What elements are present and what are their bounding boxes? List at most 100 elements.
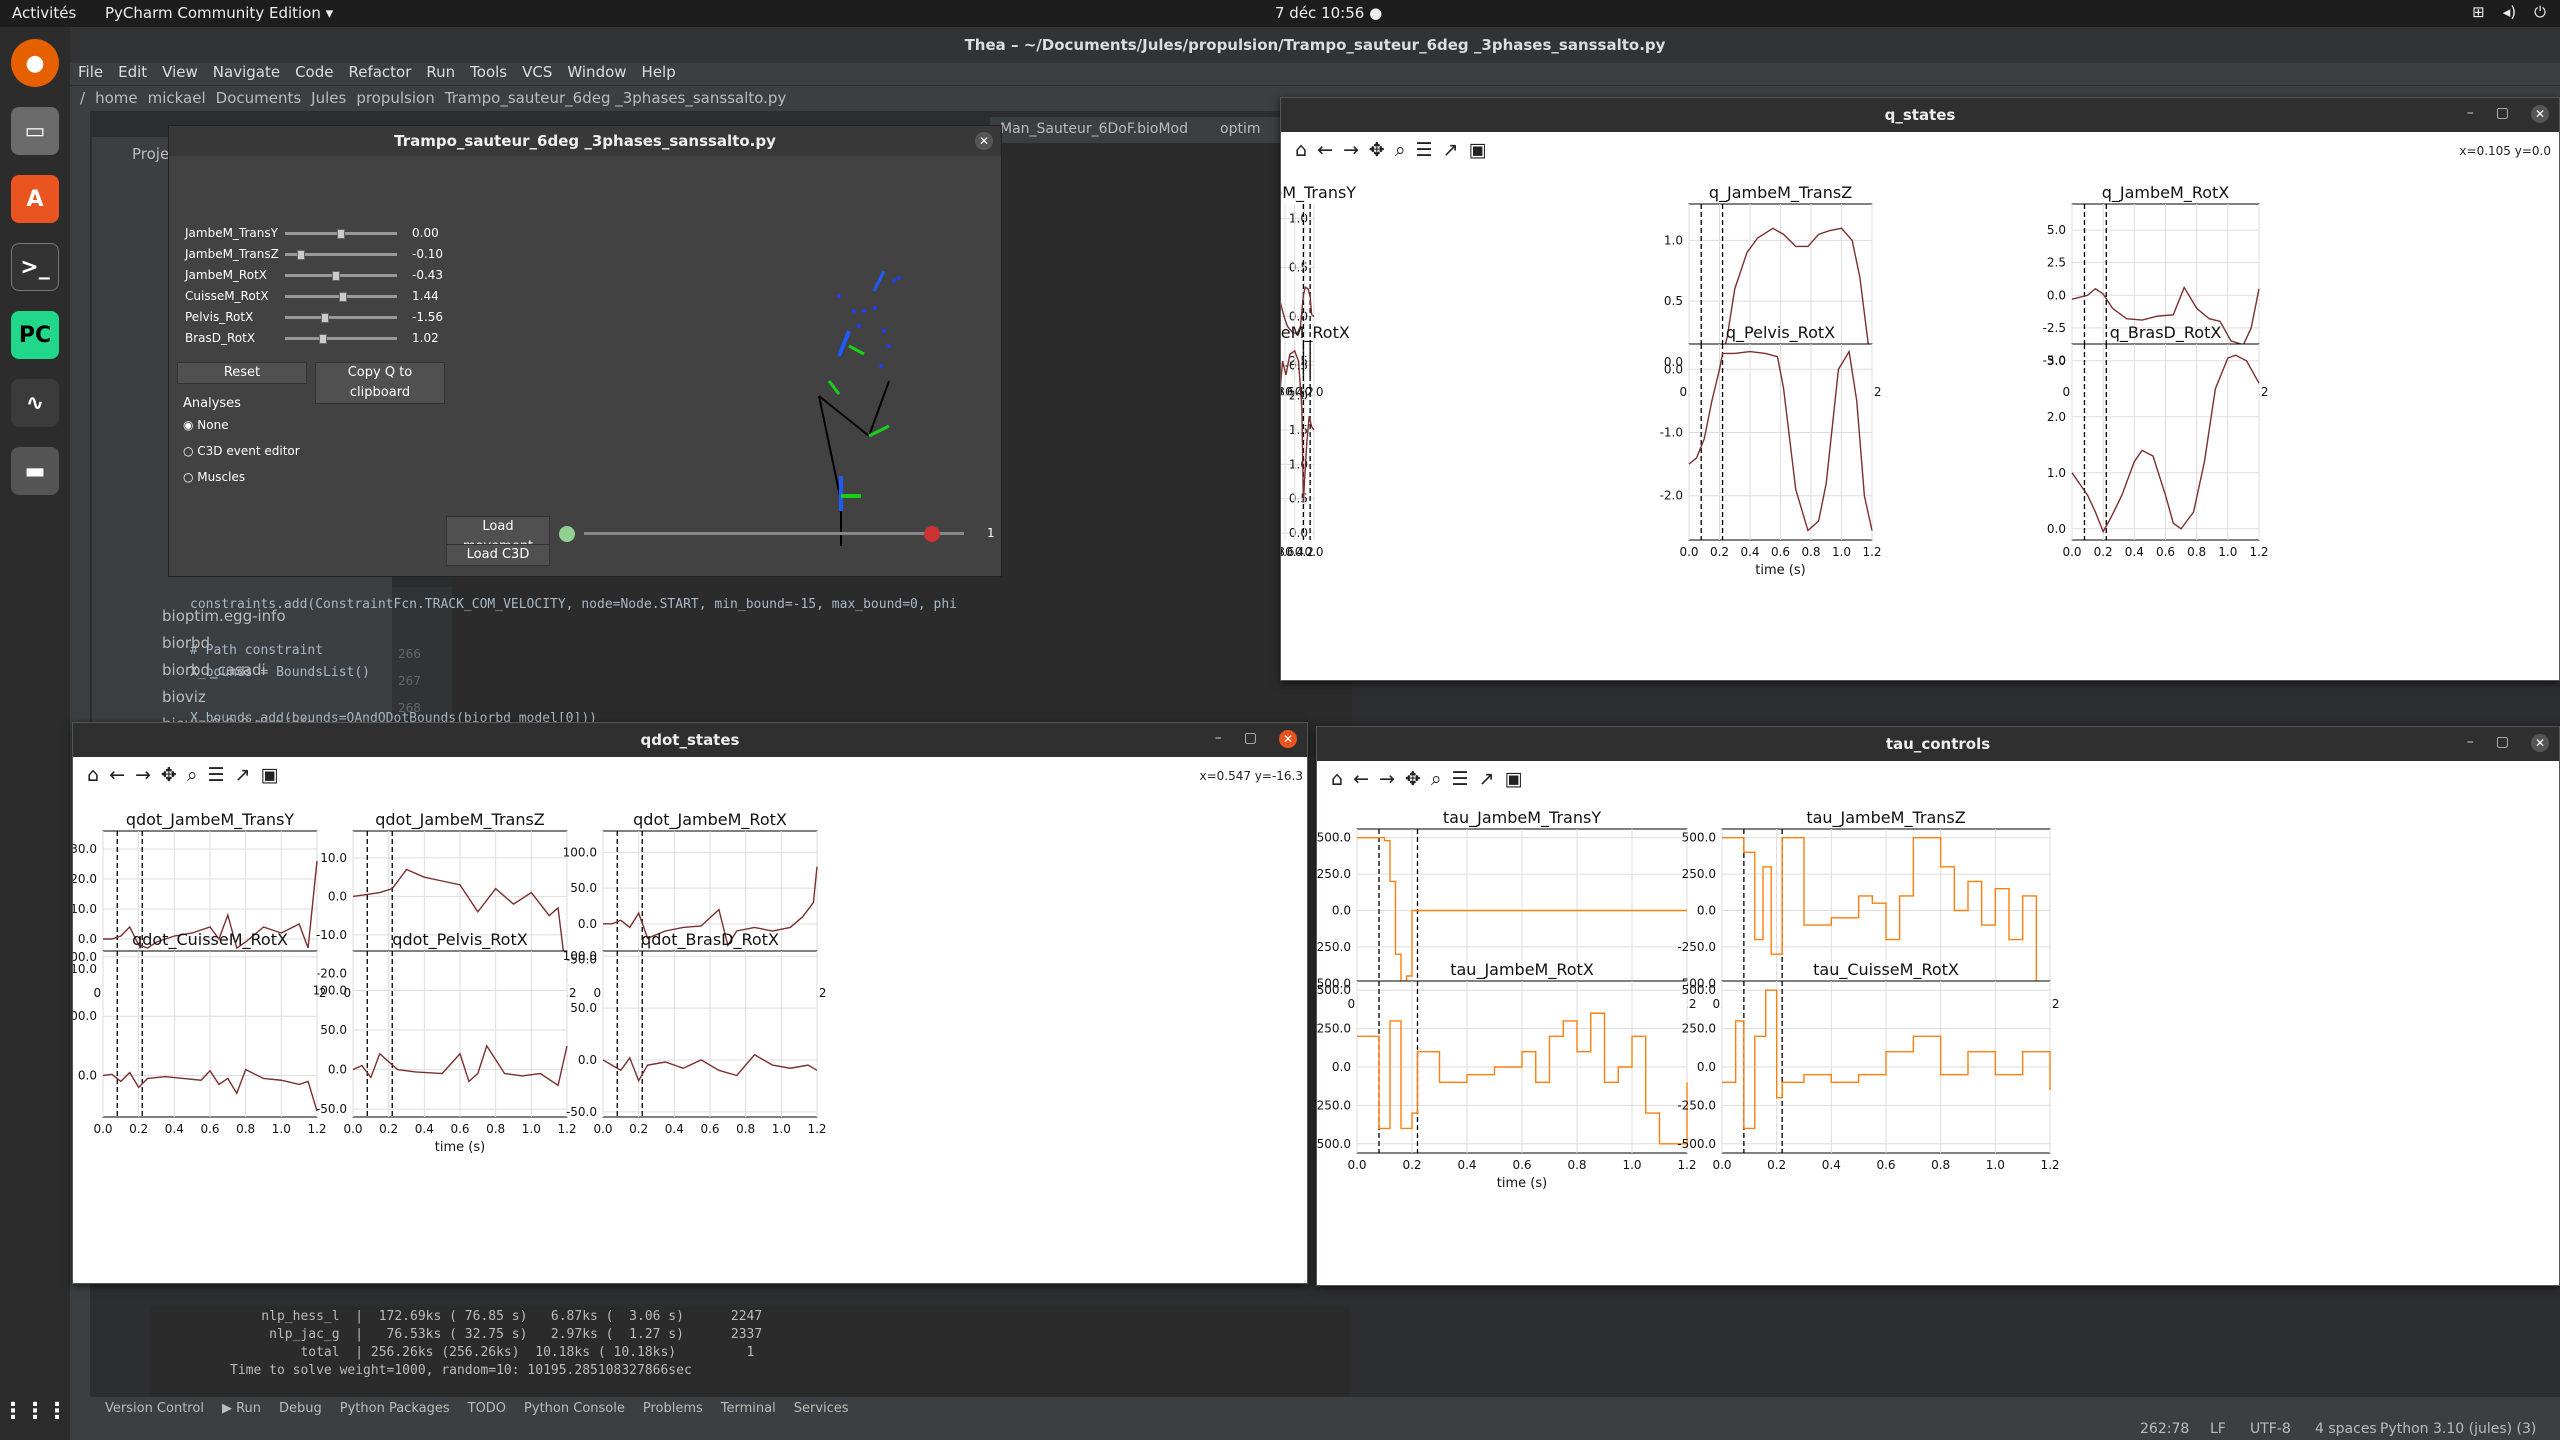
close-button[interactable]: ✕ bbox=[2531, 734, 2549, 752]
tool-tab[interactable]: Version Control bbox=[105, 1401, 204, 1416]
line-separator[interactable]: LF bbox=[2210, 1421, 2226, 1437]
save-icon[interactable]: ▣ bbox=[260, 764, 279, 786]
slider-knob[interactable] bbox=[321, 313, 330, 323]
tree-item[interactable]: bioviz bbox=[162, 688, 206, 706]
dof-slider[interactable] bbox=[285, 334, 397, 344]
system-monitor-icon[interactable]: ∿ bbox=[11, 379, 59, 427]
home-icon[interactable]: ⌂ bbox=[1331, 768, 1344, 790]
indent[interactable]: 4 spaces bbox=[2315, 1421, 2377, 1437]
breadcrumb-item[interactable]: mickael bbox=[147, 89, 206, 107]
save-icon[interactable]: ▣ bbox=[1504, 768, 1523, 790]
software-icon[interactable]: A bbox=[11, 175, 59, 223]
tool-tab[interactable]: Python Console bbox=[524, 1401, 625, 1416]
menu-view[interactable]: View bbox=[162, 63, 198, 81]
zoom-icon[interactable]: ⌕ bbox=[186, 764, 198, 786]
radio-none[interactable]: ◉ None bbox=[183, 418, 229, 432]
tab-biomod[interactable]: Man_Sauteur_6DoF.bioMod bbox=[1000, 121, 1188, 137]
subplot[interactable]: q_BrasD_RotX 3.0 2.0 1.0 0.0 0.0 0.2 0.4 0.6 0.8 1… bbox=[2047, 323, 2269, 559]
slider-knob[interactable] bbox=[297, 250, 306, 260]
radio-c3d[interactable]: ○ C3D event editor bbox=[183, 444, 300, 458]
breadcrumb-item[interactable]: Jules bbox=[311, 89, 347, 107]
maximize-button[interactable]: ▢ bbox=[2495, 105, 2509, 121]
system-tray[interactable]: ⊞ ◂) ⏻ bbox=[2472, 3, 2546, 21]
subplot[interactable]: tau_CuisseM_RotX 500.0 250.0 0.0 -250.0 -500.… bbox=[1677, 960, 2059, 1172]
save-icon[interactable]: ▣ bbox=[1468, 139, 1487, 161]
pycharm-icon[interactable]: PC bbox=[11, 311, 59, 359]
breadcrumb-item[interactable]: home bbox=[95, 89, 138, 107]
dof-slider[interactable] bbox=[285, 313, 397, 323]
frame-slider[interactable] bbox=[584, 532, 964, 535]
clock[interactable]: 7 déc 10:56 ● bbox=[1275, 4, 1383, 22]
subplot[interactable]: qdot_CuisseM_RotX 200.0 100.0 0.0 0.0 0.2 0.4 0… bbox=[73, 930, 327, 1136]
menu-edit[interactable]: Edit bbox=[118, 63, 148, 81]
reset-button[interactable]: Reset bbox=[177, 362, 307, 384]
configure-icon[interactable]: ☰ bbox=[1415, 139, 1433, 161]
files-icon[interactable]: ▭ bbox=[11, 107, 59, 155]
tau-controls-plots[interactable]: tau_JambeM_TransY 500.0 250.0 0.0 -250.0 -500… bbox=[1317, 797, 2559, 1285]
subplot[interactable]: q_CuisseM_RotX2.52.01.51.00.50.00.00.20.… bbox=[1281, 323, 1350, 559]
dof-slider[interactable] bbox=[285, 271, 397, 281]
menu-window[interactable]: Window bbox=[567, 63, 627, 81]
dof-slider[interactable] bbox=[285, 292, 397, 302]
zoom-icon[interactable]: ⌕ bbox=[1430, 768, 1442, 790]
breadcrumb-item[interactable]: propulsion bbox=[356, 89, 435, 107]
record-button[interactable] bbox=[924, 526, 940, 542]
radio-muscles[interactable]: ○ Muscles bbox=[183, 470, 246, 484]
edit-axis-icon[interactable]: ↗ bbox=[1442, 139, 1459, 161]
model-3d-view[interactable] bbox=[649, 166, 979, 546]
encoding[interactable]: UTF-8 bbox=[2250, 1421, 2291, 1437]
back-icon[interactable]: ← bbox=[1317, 139, 1333, 161]
configure-icon[interactable]: ☰ bbox=[1451, 768, 1469, 790]
back-icon[interactable]: ← bbox=[109, 764, 125, 786]
menu-navigate[interactable]: Navigate bbox=[212, 63, 281, 81]
breadcrumb-item[interactable]: Documents bbox=[215, 89, 302, 107]
activities-button[interactable]: Activités bbox=[12, 4, 77, 22]
terminal-icon[interactable]: >_ bbox=[11, 243, 59, 291]
menu-help[interactable]: Help bbox=[641, 63, 676, 81]
dof-slider[interactable] bbox=[285, 229, 397, 239]
zoom-icon[interactable]: ⌕ bbox=[1394, 139, 1406, 161]
minimize-button[interactable]: – bbox=[2466, 734, 2474, 750]
load-c3d-button[interactable]: Load C3D bbox=[446, 544, 550, 566]
copy-q-button[interactable]: Copy Q to clipboard bbox=[315, 362, 445, 404]
qdot-states-plots[interactable]: qdot_JambeM_TransY 30.0 20.0 10.0 0.0 -10.0 0.… bbox=[73, 793, 1307, 1283]
slider-knob[interactable] bbox=[337, 229, 345, 239]
dof-slider[interactable] bbox=[285, 250, 397, 260]
pan-icon[interactable]: ✥ bbox=[1368, 139, 1385, 161]
breadcrumb-item[interactable]: Trampo_sauteur_6deg _3phases_sanssalto.p… bbox=[444, 89, 787, 107]
play-button[interactable] bbox=[559, 526, 575, 542]
cursor-position[interactable]: 262:78 bbox=[2140, 1421, 2190, 1437]
tool-tab[interactable]: Python Packages bbox=[339, 1401, 450, 1416]
configure-icon[interactable]: ☰ bbox=[207, 764, 225, 786]
home-icon[interactable]: ⌂ bbox=[87, 764, 100, 786]
pan-icon[interactable]: ✥ bbox=[160, 764, 177, 786]
menu-refactor[interactable]: Refactor bbox=[348, 63, 412, 81]
menu-vcs[interactable]: VCS bbox=[522, 63, 553, 81]
close-button[interactable]: ✕ bbox=[1279, 730, 1297, 748]
maximize-button[interactable]: ▢ bbox=[1243, 730, 1257, 746]
app-menu[interactable]: PyCharm Community Edition ▾ bbox=[105, 4, 334, 22]
breadcrumb-item[interactable]: / bbox=[80, 89, 86, 107]
menu-code[interactable]: Code bbox=[295, 63, 334, 81]
tool-tab[interactable]: Debug bbox=[279, 1401, 322, 1416]
tab-optim[interactable]: optim bbox=[1220, 121, 1261, 137]
tool-tab[interactable]: Terminal bbox=[720, 1401, 776, 1416]
tree-item[interactable]: bioptim.egg-info bbox=[162, 607, 286, 625]
minimize-button[interactable]: – bbox=[2466, 105, 2474, 121]
q-states-plots[interactable]: q_JambeM_TransY1.00.50.0-0.50.00.20.40.6… bbox=[1281, 168, 2559, 688]
edit-axis-icon[interactable]: ↗ bbox=[234, 764, 251, 786]
close-button[interactable]: ✕ bbox=[975, 132, 993, 150]
back-icon[interactable]: ← bbox=[1353, 768, 1369, 790]
subplot[interactable]: q_Pelvis_RotX 0.0 -1.0 -2.0 0.0 0.2 0.4 0.6 0.8 1… bbox=[1660, 323, 1882, 578]
forward-icon[interactable]: → bbox=[1342, 139, 1359, 161]
forward-icon[interactable]: → bbox=[134, 764, 151, 786]
forward-icon[interactable]: → bbox=[1378, 768, 1395, 790]
menu-tools[interactable]: Tools bbox=[470, 63, 508, 81]
tree-item[interactable]: biorbd_casadi bbox=[162, 661, 266, 679]
edit-axis-icon[interactable]: ↗ bbox=[1478, 768, 1495, 790]
show-apps-icon[interactable]: ⋮⋮⋮ bbox=[2, 1398, 68, 1424]
maximize-button[interactable]: ▢ bbox=[2495, 734, 2509, 750]
home-icon[interactable]: ⌂ bbox=[1295, 139, 1308, 161]
subplot[interactable]: qdot_BrasD_RotX 100.0 50.0 0.0 -50.0 0.0 0.2 0.… bbox=[563, 930, 827, 1136]
menu-run[interactable]: Run bbox=[426, 63, 456, 81]
